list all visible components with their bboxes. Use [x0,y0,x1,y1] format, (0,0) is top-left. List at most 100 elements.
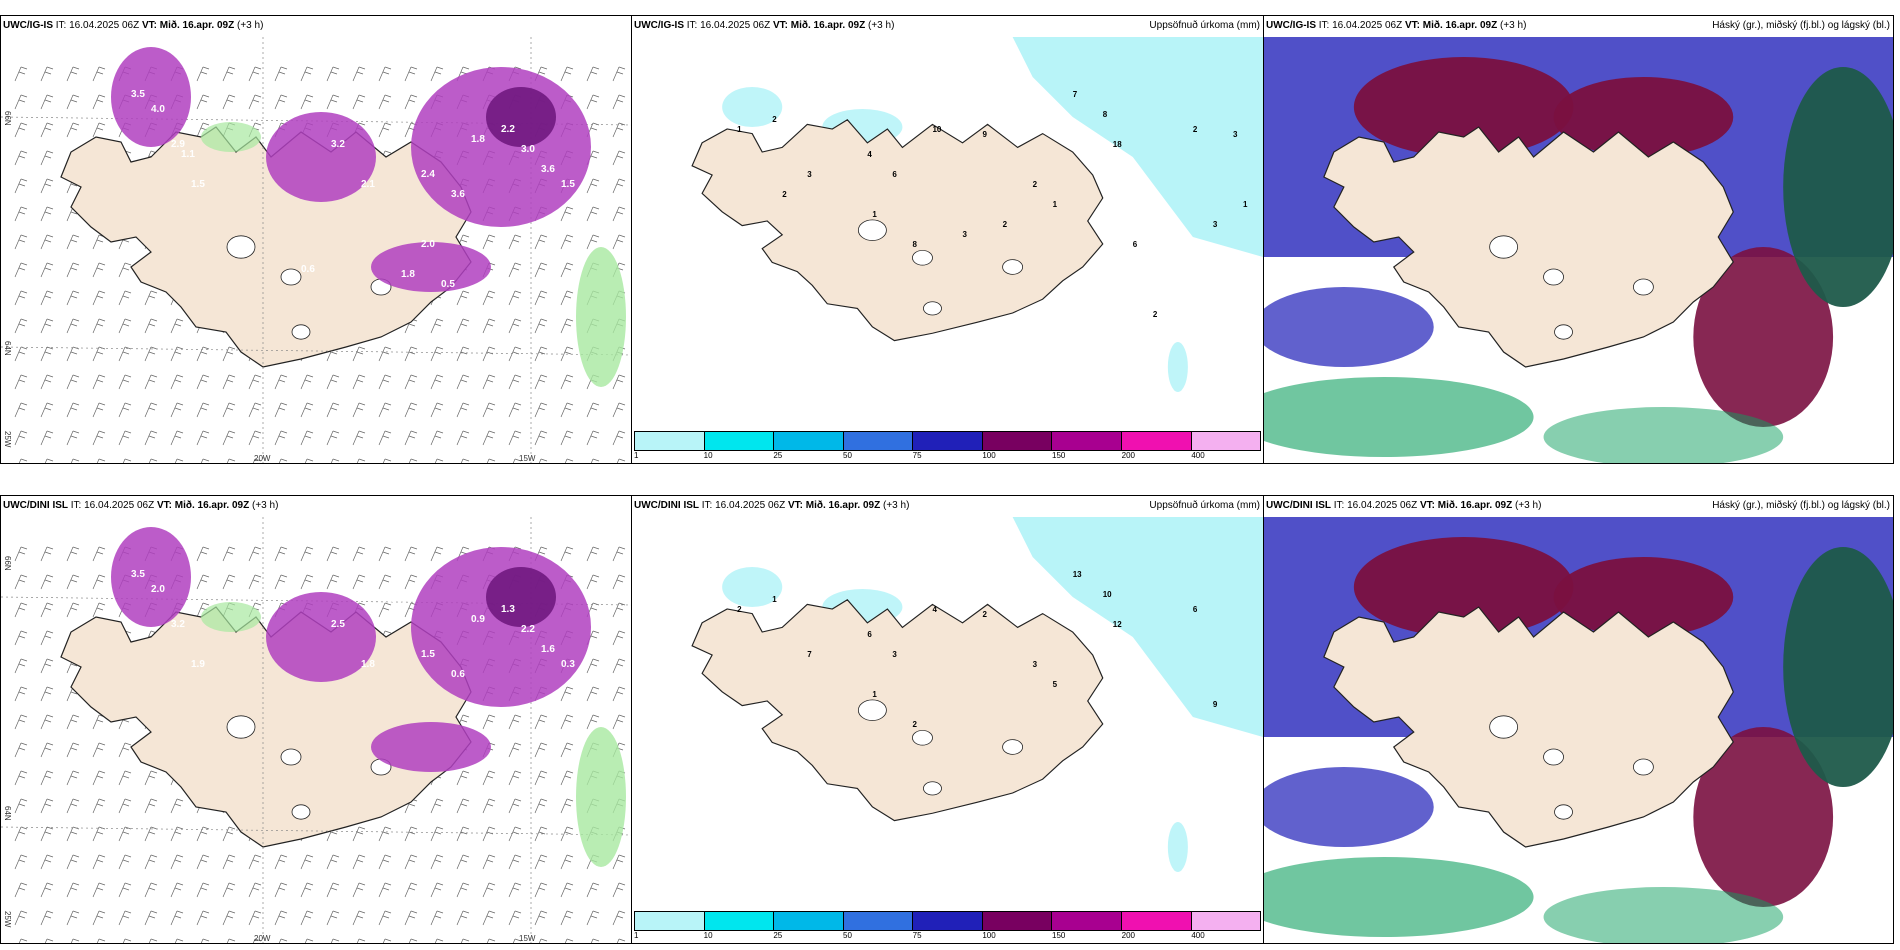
legend-tick-label: 1 [634,931,639,940]
wind-barb [612,882,626,898]
precip-value-label: 1.3 [501,604,515,615]
wind-barb [274,854,288,870]
precip-cell [371,722,491,772]
wind-barb [352,546,366,562]
wind-barb [560,430,574,446]
wind-barb [482,882,496,898]
init-time: IT: 16.04.2025 06Z [686,20,771,31]
wind-barb [278,458,288,463]
wind-map[interactable]: 3.5 4.0 2.9 1.5 1.9 3.2 2.1 2.4 3.6 1.8 2.2 3.0 3.6 1… [1,37,631,463]
wind-barb [252,458,262,463]
precip-value-label: 3 [892,650,897,659]
wind-barb [92,854,106,870]
wind-barb [278,938,288,943]
wind-barb [118,346,132,362]
wind-barb [586,910,600,926]
precip-cell [576,727,626,867]
wind-barb [118,854,132,870]
valid-time: VT: Mið. 16.apr. 09Z [787,500,881,511]
wind-barb [378,546,392,562]
init-time: IT: 16.04.2025 06Z [70,500,155,511]
high-cloud-area [1553,77,1734,157]
wind-barb [482,318,496,334]
glacier-outline [1002,739,1024,755]
bottom-cloud-panel: UWC/DINI ISL IT: 16.04.2025 06Z VT: Mið.… [1263,495,1894,944]
cloud-map[interactable] [1264,517,1893,943]
legend-swatch [774,432,844,450]
precip-value-label: 3.2 [171,619,185,630]
wind-barb [534,910,548,926]
wind-barb [326,402,340,418]
wind-barb [378,94,392,110]
glacier-outline [1554,804,1573,820]
wind-barb [586,546,600,562]
precip-value-label: 2 [782,190,787,199]
wind-barb [222,374,236,390]
wind-barb [404,430,418,446]
wind-barb [248,854,262,870]
wind-barb [560,346,574,362]
precip-map[interactable]: 2 1 3 4 6 10 9 7 8 18 2 3 1 2 1 8 3 2 6 2 3 1 2 [632,37,1263,429]
wind-barb [144,318,158,334]
precip-value-label: 1.9 [191,659,205,670]
precip-map[interactable]: 1 2 7 6 3 4 2 13 10 12 6 9 5 3 1 2 [632,517,1263,909]
wind-barb [248,430,262,446]
model-name: UWC/IG-IS [1266,20,1316,31]
wind-barb [534,234,548,250]
wind-barb [404,826,418,842]
precip-value-label: 8 [1103,110,1108,119]
wind-barb [300,882,314,898]
wind-barb [66,770,80,786]
panel-title: Uppsöfnuð úrkoma (mm) [1149,500,1260,511]
wind-barb [612,178,626,194]
wind-barb [534,402,548,418]
wind-barb [538,458,548,463]
wind-barb [404,910,418,926]
wind-barb [404,546,418,562]
wind-barb [590,938,600,943]
legend-tick-label: 25 [773,931,783,940]
wind-barb [330,938,340,943]
legend-tick-label: 10 [703,931,713,940]
glacier-outline [1543,748,1564,766]
legend-swatch [1191,432,1261,450]
wind-barb [70,938,80,943]
legend-swatch [843,432,914,450]
wind-barb [534,798,548,814]
lead-time: (+3 h) [883,500,910,511]
legend-swatches [634,431,1261,451]
wind-barb [66,122,80,138]
wind-barb [96,938,106,943]
glacier-outline [1543,268,1564,286]
wind-barb [612,602,626,618]
iceland-landmass [1323,606,1734,848]
wind-barb [118,402,132,418]
wind-barb [248,374,262,390]
cloud-map[interactable] [1264,37,1893,463]
precip-legend: 1 10 25 50 75 100 150 200 400 [634,911,1261,941]
wind-barb [170,910,184,926]
wind-barb [40,178,54,194]
wind-barb [14,630,28,646]
wind-barb [40,826,54,842]
precip-cell [411,67,591,227]
wind-barb [14,602,28,618]
wind-barb [40,374,54,390]
precip-value-label: 1 [872,210,877,219]
wind-barb [304,458,314,463]
wind-barb [274,66,288,82]
wind-barb [382,458,392,463]
valid-time: VT: Mið. 16.apr. 09Z [1419,500,1513,511]
wind-barb [430,318,444,334]
wind-barb [66,574,80,590]
wind-barb [482,290,496,306]
wind-barb [14,798,28,814]
legend-swatch [704,912,775,930]
wind-barb [196,430,210,446]
wind-barb [40,686,54,702]
wind-barb [326,882,340,898]
wind-map[interactable]: 3.5 2.0 3.2 1.9 2.7 2.5 1.8 1.5 0.6 0.9 1.3 2.2 1.6 0… [1,517,631,943]
wind-barb [586,66,600,82]
wind-barb [14,854,28,870]
top-wind-panel: UWC/IG-IS IT: 16.04.2025 06Z VT: Mið. 16… [0,15,632,464]
